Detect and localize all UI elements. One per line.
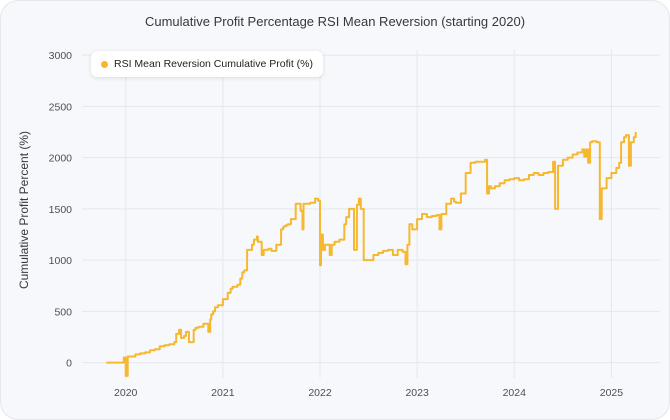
x-tick-label: 2025 (600, 387, 624, 399)
y-axis-title: Cumulative Profit Percent (%) (17, 131, 31, 289)
x-tick-label: 2020 (114, 387, 138, 399)
chart-legend[interactable]: RSI Mean Reversion Cumulative Profit (%) (91, 51, 323, 77)
y-tick-label: 3000 (49, 50, 73, 62)
y-tick-label: 0 (66, 358, 72, 370)
y-tick-label: 2000 (49, 153, 73, 165)
y-tick-label: 2500 (49, 101, 73, 113)
y-tick-label: 1000 (49, 255, 73, 267)
x-tick-label: 2024 (503, 387, 527, 399)
y-tick-label: 500 (54, 306, 72, 318)
legend-series-marker (101, 60, 108, 68)
y-tick-label: 1500 (49, 204, 73, 216)
x-tick-label: 2023 (405, 387, 429, 399)
x-tick-label: 2021 (211, 387, 235, 399)
series-line-rsi-mean-reversion (106, 132, 637, 377)
legend-series-label: RSI Mean Reversion Cumulative Profit (%) (114, 58, 313, 70)
x-tick-label: 2022 (308, 387, 332, 399)
chart-title: Cumulative Profit Percentage RSI Mean Re… (144, 14, 526, 29)
